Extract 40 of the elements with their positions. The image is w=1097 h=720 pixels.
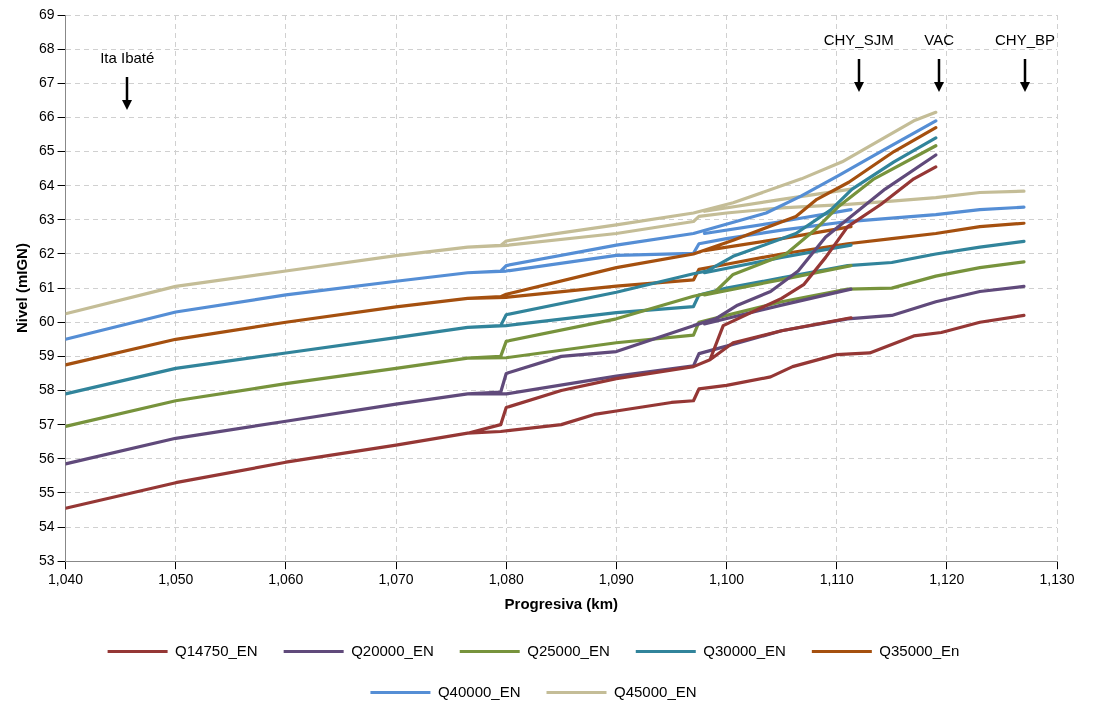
y-tick-label: 53 — [38, 552, 55, 569]
y-tick-label: 56 — [38, 449, 55, 466]
y-tick-label: 59 — [38, 347, 55, 364]
ref-line-label: VAC — [924, 31, 954, 49]
y-tick-label: 63 — [38, 210, 55, 227]
x-tick-label: 1,040 — [48, 571, 84, 588]
x-axis-title: Progresiva (km) — [504, 595, 618, 613]
x-tick-label: 1,100 — [709, 571, 745, 588]
x-tick-label: 1,110 — [819, 571, 854, 588]
y-tick-label: 64 — [38, 176, 55, 193]
x-tick-label: 1,090 — [598, 571, 635, 588]
y-axis-title: Nivel (mIGN) — [13, 243, 31, 334]
x-tick-label: 1,060 — [268, 571, 304, 588]
y-tick-label: 57 — [38, 415, 55, 432]
y-tick-label: 61 — [38, 278, 55, 295]
y-tick-label: 58 — [38, 381, 55, 398]
x-tick-label: 1,130 — [1039, 571, 1075, 588]
legend-label: Q35000_En — [879, 641, 960, 659]
ref-line-label: CHY_SJM — [823, 31, 894, 49]
legend-label: Q30000_EN — [703, 641, 786, 659]
y-tick-label: 67 — [38, 74, 55, 91]
y-tick-label: 65 — [38, 142, 55, 159]
legend-label: Q25000_EN — [527, 641, 610, 659]
y-tick-label: 68 — [38, 40, 55, 56]
legend-label: Q40000_EN — [437, 682, 521, 700]
y-tick-label: 62 — [38, 244, 55, 261]
x-tick-label: 1,120 — [929, 571, 965, 588]
ref-line-label: Ita Ibaté — [100, 49, 155, 66]
ref-line-label: CHY_BP — [995, 31, 1056, 49]
legend-label: Q20000_EN — [351, 641, 434, 659]
y-tick-label: 60 — [38, 313, 55, 330]
x-tick-label: 1,080 — [488, 571, 524, 588]
legend-label: Q14750_EN — [175, 641, 258, 659]
x-tick-label: 1,070 — [378, 571, 414, 588]
y-tick-label: 69 — [38, 5, 55, 22]
y-tick-label: 55 — [38, 483, 55, 500]
legend-label: Q45000_EN — [614, 682, 697, 700]
x-tick-label: 1,050 — [158, 571, 194, 588]
y-tick-label: 66 — [38, 108, 55, 125]
y-tick-label: 54 — [38, 517, 55, 534]
